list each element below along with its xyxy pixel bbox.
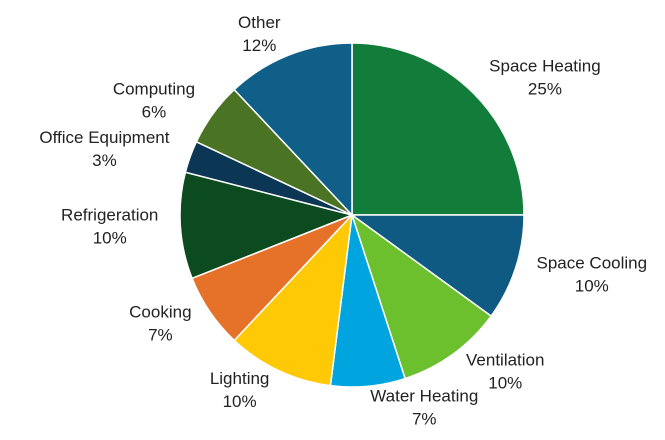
slice-label: Space Heating [489, 56, 601, 75]
slice-value-label: 10% [223, 392, 257, 411]
slice [179, 171, 355, 280]
slice-value-label: 10% [93, 229, 127, 248]
slice-label: Cooking [129, 303, 191, 322]
slice-label: Office Equipment [39, 128, 169, 147]
slice-value-label: 12% [242, 36, 276, 55]
slice [350, 213, 493, 380]
slice [233, 212, 354, 387]
slice [351, 42, 525, 216]
slice-value-label: 7% [148, 326, 173, 345]
slice-value-label: 10% [575, 276, 609, 295]
slice-label: Water Heating [370, 387, 478, 406]
slice-label: Refrigeration [61, 206, 158, 225]
slice [349, 214, 525, 318]
slice-value-label: 10% [488, 373, 522, 392]
slice-value-label: 25% [528, 79, 562, 98]
slice-value-label: 6% [142, 102, 167, 121]
slice-label: Computing [113, 79, 195, 98]
slice-label: Space Cooling [537, 253, 648, 272]
slice-label: Lighting [210, 369, 270, 388]
slice-value-label: 7% [412, 410, 437, 429]
slice [233, 42, 353, 217]
slice-label: Ventilation [466, 350, 544, 369]
slice-value-label: 3% [92, 151, 117, 170]
slice-label: Other [238, 13, 281, 32]
